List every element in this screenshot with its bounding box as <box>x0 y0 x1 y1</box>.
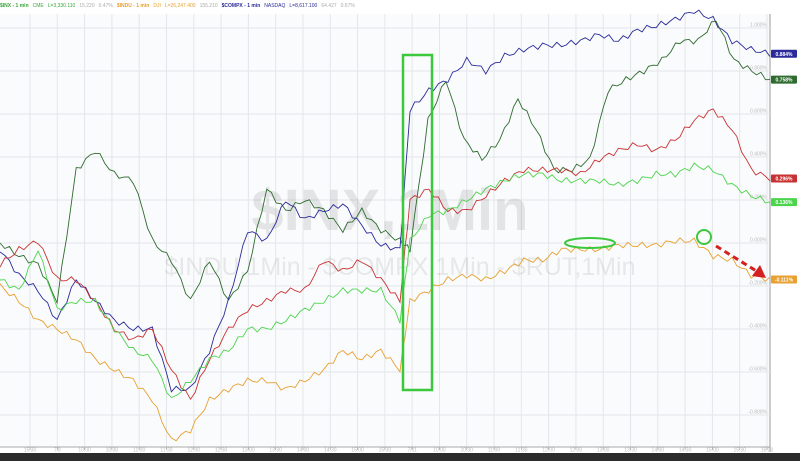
legend-last: L=26,247.400 <box>164 3 196 9</box>
last-value-label: 0.884% <box>776 52 794 58</box>
x-tick-label: 12:30 <box>570 448 583 454</box>
x-tick-label: 7/11 <box>407 448 417 454</box>
series-line <box>0 237 771 442</box>
x-tick-label: 11:00 <box>133 448 145 454</box>
x-tick-label: 12:00 <box>542 448 555 454</box>
last-value-badge <box>771 275 797 284</box>
last-value-badge <box>771 49 797 58</box>
last-value-label: 0.136% <box>776 200 794 206</box>
x-tick-label: 10:00 <box>433 448 446 454</box>
x-tick-label: 11:30 <box>160 448 172 454</box>
legend-pct: 0.67% <box>340 3 355 9</box>
x-tick-label: 14:30 <box>679 448 692 454</box>
y-tick-label: 1.000% <box>750 23 768 29</box>
legend-exchange: DJI <box>153 3 161 9</box>
last-value-label: 0.758% <box>776 78 794 84</box>
x-tick-label: 14:00 <box>652 448 665 454</box>
x-tick-label: 13:00 <box>597 448 610 454</box>
x-tick-label: 13:30 <box>269 448 282 454</box>
legend-change: 64.427 <box>321 3 337 9</box>
series-line <box>0 108 771 401</box>
y-tick-label: -0.800% <box>748 410 767 416</box>
legend-last: L=3,330.110 <box>47 3 76 9</box>
highlight-ellipse <box>564 237 616 249</box>
x-tick-label: 7/8 <box>54 448 61 454</box>
x-tick-label: 11:00 <box>488 448 500 454</box>
highlight-circle <box>696 229 712 245</box>
legend-symbol: $INDU - 1 min <box>116 3 150 9</box>
x-tick-label: 13:30 <box>624 448 637 454</box>
legend-exchange: CME <box>32 3 44 9</box>
watermark-main: $INX,1Min <box>251 178 528 243</box>
x-tick-label: 10:00 <box>78 448 91 454</box>
highlight-rectangle <box>401 53 434 392</box>
last-value-label: -0.111% <box>775 278 794 284</box>
y-tick-label: 0.600% <box>750 109 768 115</box>
x-tick-label: 15:00 <box>706 448 719 454</box>
legend-change: 15.220 <box>79 3 95 9</box>
series-line <box>0 20 771 305</box>
x-tick-label: 10:30 <box>106 448 119 454</box>
trend-arrow-head <box>752 265 766 278</box>
x-tick-label: 15:30 <box>733 448 746 454</box>
x-tick-label: 12:30 <box>215 448 228 454</box>
legend-change: 155.210 <box>199 3 218 9</box>
chart-legend: $INX - 1 min CME L=3,330.110 15.220 0.47% $IN… <box>0 0 770 13</box>
x-tick-label: 15:30 <box>24 448 37 454</box>
legend-pct: 0.47% <box>98 3 113 9</box>
x-tick-label: 14:00 <box>297 448 310 454</box>
x-tick-label: 13:00 <box>242 448 255 454</box>
legend-symbol: $INX - 1 min <box>0 3 29 9</box>
trend-arrow-shaft <box>715 244 759 274</box>
y-tick-label: -0.400% <box>748 324 767 330</box>
series-line <box>0 9 771 393</box>
legend-last: L=8,617.100 <box>289 3 318 9</box>
y-tick-label: 0.800% <box>750 66 768 72</box>
y-tick-label: 0.000% <box>750 238 768 244</box>
x-tick-label: 12:00 <box>188 448 201 454</box>
last-value-label: 0.296% <box>776 177 794 183</box>
y-tick-label: -0.200% <box>748 281 767 287</box>
series-line <box>0 162 771 399</box>
x-tick-label: 10:30 <box>460 448 473 454</box>
last-value-badge <box>771 198 797 207</box>
x-tick-label: 16:00 <box>761 448 774 454</box>
last-value-badge <box>771 174 797 183</box>
x-tick-label: 15:30 <box>379 448 392 454</box>
x-tick-label: 15:00 <box>351 448 364 454</box>
y-tick-label: -0.600% <box>748 367 767 373</box>
x-tick-label: 11:30 <box>515 448 527 454</box>
horizontal-scrollbar[interactable] <box>0 453 800 461</box>
legend-symbol: $COMPX - 1 min <box>221 3 261 9</box>
y-tick-label: 0.400% <box>750 152 768 158</box>
legend-exchange: NASDAQ <box>264 3 286 9</box>
last-value-badge <box>771 75 797 84</box>
x-tick-label: 14:30 <box>324 448 337 454</box>
